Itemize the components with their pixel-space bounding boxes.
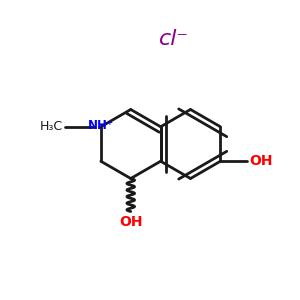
Text: H₃C: H₃C (40, 120, 63, 133)
Text: NH⁺: NH⁺ (88, 119, 114, 132)
Text: cl⁻: cl⁻ (159, 29, 189, 49)
Text: OH: OH (249, 154, 272, 168)
Text: OH: OH (119, 214, 142, 229)
